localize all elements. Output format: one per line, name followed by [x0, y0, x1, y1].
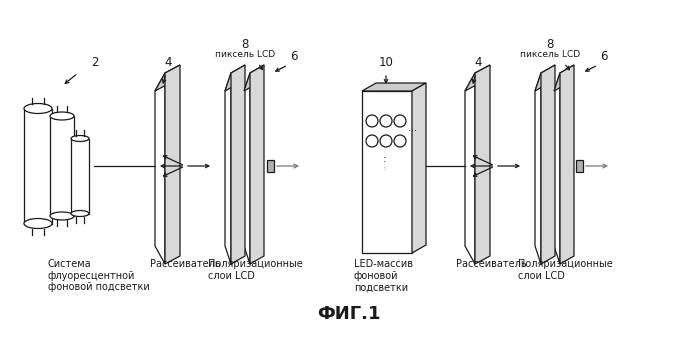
Text: LED-массив
фоновой
подсветки: LED-массив фоновой подсветки [354, 259, 413, 292]
Polygon shape [225, 65, 245, 91]
Bar [576, 160, 583, 172]
Polygon shape [155, 65, 180, 91]
Polygon shape [362, 91, 412, 253]
Text: Поляризационные
слои LCD: Поляризационные слои LCD [518, 259, 613, 281]
Polygon shape [250, 65, 264, 264]
Text: пиксель LCD: пиксель LCD [520, 50, 580, 59]
Text: Рассеиватель: Рассеиватель [456, 259, 526, 269]
Text: Рассеиватель: Рассеиватель [150, 259, 221, 269]
Polygon shape [541, 65, 555, 264]
Polygon shape [554, 73, 560, 264]
Polygon shape [535, 73, 541, 264]
Polygon shape [465, 73, 475, 264]
Polygon shape [225, 73, 231, 264]
Bar [24, 108, 52, 223]
Polygon shape [244, 73, 250, 264]
Ellipse shape [50, 112, 74, 120]
Bar [50, 116, 74, 216]
Polygon shape [155, 73, 165, 264]
Bar [71, 138, 89, 213]
Polygon shape [560, 65, 574, 264]
Ellipse shape [24, 219, 52, 228]
Polygon shape [362, 83, 426, 91]
Polygon shape [535, 65, 555, 91]
Text: пиксель LCD: пиксель LCD [215, 50, 275, 59]
Text: 10: 10 [379, 56, 394, 69]
Ellipse shape [71, 135, 89, 142]
Text: :: : [382, 154, 386, 164]
Text: 6: 6 [600, 50, 607, 63]
Polygon shape [475, 65, 490, 264]
Text: 4: 4 [474, 56, 482, 69]
Text: 8: 8 [547, 38, 554, 51]
Text: 4: 4 [164, 56, 172, 69]
Text: Поляризационные
слои LCD: Поляризационные слои LCD [208, 259, 303, 281]
Ellipse shape [71, 210, 89, 217]
Polygon shape [412, 83, 426, 253]
Polygon shape [554, 65, 574, 91]
Text: Система
флуоресцентной
фоновой подсветки: Система флуоресцентной фоновой подсветки [48, 259, 150, 292]
Text: ФИГ.1: ФИГ.1 [317, 305, 381, 323]
Polygon shape [165, 65, 180, 264]
Bar [267, 160, 274, 172]
Text: 8: 8 [241, 38, 249, 51]
Ellipse shape [24, 104, 52, 114]
Text: 6: 6 [290, 50, 298, 63]
Polygon shape [465, 65, 490, 91]
Polygon shape [231, 65, 245, 264]
Text: :: : [383, 166, 385, 172]
Ellipse shape [50, 212, 74, 220]
Text: ...: ... [408, 123, 417, 133]
Polygon shape [244, 65, 264, 91]
Text: 2: 2 [92, 56, 99, 69]
